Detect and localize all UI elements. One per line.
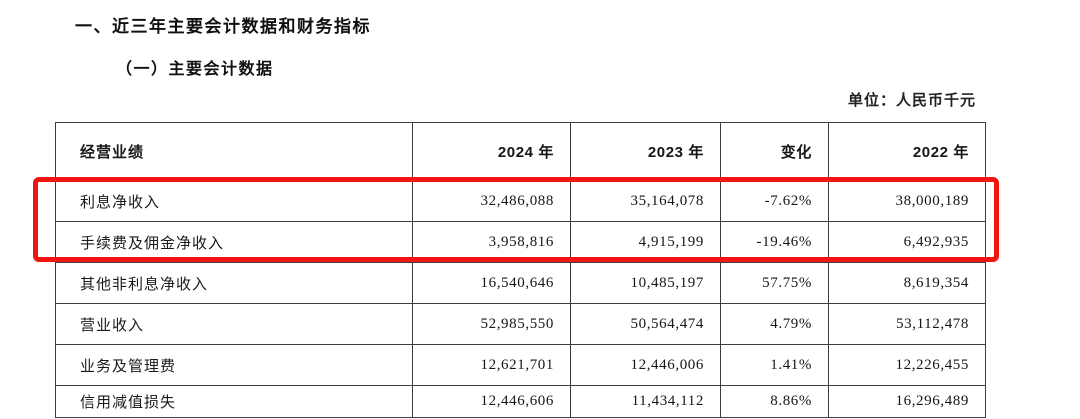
row-label: 营业收入 (55, 303, 413, 345)
value-change: 4.79% (720, 303, 829, 345)
table-row: 利息净收入 32,486,088 35,164,078 -7.62% 38,00… (55, 180, 986, 222)
value-2023: 10,485,197 (570, 262, 721, 304)
header-cell-2023: 2023 年 (570, 122, 721, 181)
value-2023: 35,164,078 (570, 180, 721, 222)
value-2024: 12,446,606 (412, 385, 571, 418)
value-change: 57.75% (720, 262, 829, 304)
header-cell-metric: 经营业绩 (55, 122, 413, 181)
value-2024: 52,985,550 (412, 303, 571, 345)
table-row: 营业收入 52,985,550 50,564,474 4.79% 53,112,… (55, 303, 986, 345)
section-title: 一、近三年主要会计数据和财务指标 (75, 17, 371, 36)
header-cell-2024: 2024 年 (412, 122, 571, 181)
value-2022: 16,296,489 (828, 385, 986, 418)
header-cell-2022: 2022 年 (828, 122, 986, 181)
row-label: 信用减值损失 (55, 385, 413, 418)
value-2022: 53,112,478 (828, 303, 986, 345)
value-2024: 3,958,816 (412, 221, 571, 263)
table-row: 信用减值损失 12,446,606 11,434,112 8.86% 16,29… (55, 385, 986, 418)
subsection-title: （一）主要会计数据 (116, 61, 274, 78)
row-label: 利息净收入 (55, 180, 413, 222)
row-label: 业务及管理费 (55, 344, 413, 386)
value-change: -7.62% (720, 180, 829, 222)
value-change: 8.86% (720, 385, 829, 418)
row-label: 手续费及佣金净收入 (55, 221, 413, 263)
table-row: 其他非利息净收入 16,540,646 10,485,197 57.75% 8,… (55, 262, 986, 304)
value-2023: 12,446,006 (570, 344, 721, 386)
value-2024: 32,486,088 (412, 180, 571, 222)
value-2024: 12,621,701 (412, 344, 571, 386)
value-2023: 4,915,199 (570, 221, 721, 263)
value-2023: 11,434,112 (570, 385, 721, 418)
row-label: 其他非利息净收入 (55, 262, 413, 304)
value-change: -19.46% (720, 221, 829, 263)
accounting-data-table: 经营业绩 2024 年 2023 年 变化 2022 年 利息净收入 32,48… (55, 122, 986, 418)
header-cell-change: 变化 (720, 122, 829, 181)
value-change: 1.41% (720, 344, 829, 386)
value-2022: 8,619,354 (828, 262, 986, 304)
value-2024: 16,540,646 (412, 262, 571, 304)
value-2022: 38,000,189 (828, 180, 986, 222)
table-row: 业务及管理费 12,621,701 12,446,006 1.41% 12,22… (55, 344, 986, 386)
table-row: 手续费及佣金净收入 3,958,816 4,915,199 -19.46% 6,… (55, 221, 986, 263)
value-2022: 6,492,935 (828, 221, 986, 263)
unit-label: 单位：人民币千元 (847, 93, 976, 109)
value-2023: 50,564,474 (570, 303, 721, 345)
table-header-row: 经营业绩 2024 年 2023 年 变化 2022 年 (55, 122, 986, 181)
value-2022: 12,226,455 (828, 344, 986, 386)
